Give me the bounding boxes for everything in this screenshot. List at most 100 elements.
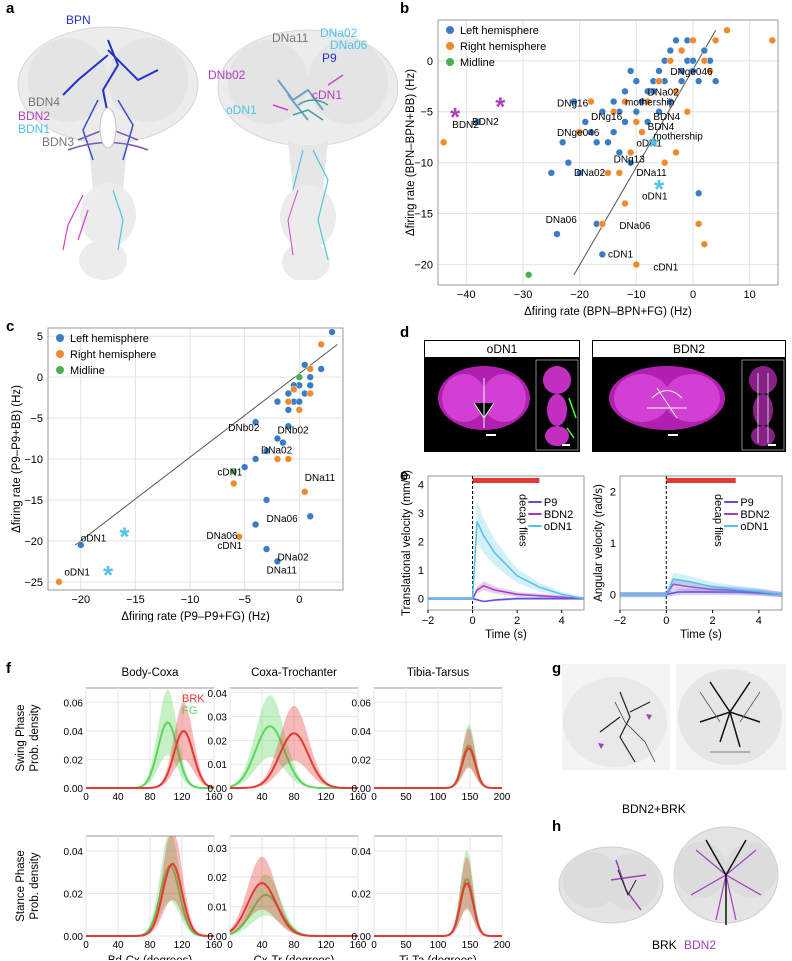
y-tick-label: 2	[418, 537, 424, 549]
x-tick-label: −2	[422, 615, 435, 627]
point-annotation: cDN1	[653, 263, 678, 274]
scatter-point	[672, 36, 680, 44]
panel-h-brk-label: BRK	[652, 938, 677, 952]
point-annotation: DNa02	[574, 168, 606, 179]
x-tick-label: 40	[112, 940, 124, 951]
x-axis-label: Time (s)	[680, 629, 722, 641]
row-label: Stance Phase	[15, 850, 27, 922]
density-line	[229, 882, 358, 937]
scatter-point	[632, 108, 640, 116]
plot-frame	[47, 327, 344, 591]
scatter-point	[672, 87, 680, 95]
scatter-point	[666, 46, 674, 55]
panel-letter-e: e	[400, 467, 409, 484]
point-annotation: cDN1	[608, 249, 633, 260]
scatter-point	[317, 340, 325, 348]
y-axis-label: Δfiring rate (P9–P9+BB) (Hz)	[11, 385, 23, 533]
legend-label: P9	[740, 497, 753, 509]
legend-label: Midline	[460, 57, 495, 69]
scatter-point	[621, 199, 629, 208]
x-tick-label: 0	[83, 940, 89, 951]
panel-letter-f: f	[6, 660, 11, 677]
y-tick-label: 0.00	[352, 932, 372, 943]
scatter-point	[581, 118, 589, 126]
point-annotation: BDN4	[653, 112, 680, 123]
plot-frame	[619, 475, 783, 611]
y-tick-label: 0.04	[352, 847, 372, 858]
x-tick-label: 120	[174, 792, 191, 803]
scatter-point	[666, 57, 674, 65]
point-annotation: DNa11	[305, 473, 336, 484]
density-band	[230, 705, 358, 788]
y-tick-label: 0.06	[64, 698, 84, 709]
label-bpn: BPN	[66, 13, 91, 27]
label-dna02: DNa02	[320, 26, 358, 40]
highlight-asterisk: *	[495, 92, 506, 122]
highlight-asterisk: *	[654, 174, 665, 204]
y-tick-label: 0.00	[64, 932, 84, 943]
x-tick-label: 160	[350, 940, 367, 951]
label-bdn3: BDN3	[42, 135, 75, 149]
scatter-point	[306, 381, 314, 389]
scatter-point	[525, 271, 533, 279]
scatter-point	[235, 533, 243, 541]
x-tick-label: 40	[256, 940, 268, 951]
density-band	[86, 702, 214, 788]
scatter-point	[615, 148, 623, 157]
legend-label: P9	[544, 497, 557, 509]
y-tick-label: 0.04	[64, 847, 84, 858]
point-annotation: BDN2	[472, 117, 499, 128]
panel-h-bdn2-label: BDN2	[684, 938, 717, 952]
y-tick-label: 0.04	[208, 689, 228, 700]
y-tick-label: 0.06	[352, 698, 372, 709]
x-tick-label: 50	[400, 792, 412, 803]
scatter-point	[230, 479, 238, 488]
point-annotation: mothership	[653, 131, 703, 142]
point-annotation: cDN1	[217, 467, 242, 478]
scatter-point	[689, 67, 697, 75]
scatter-point	[230, 467, 238, 475]
highlight-asterisk: *	[648, 131, 659, 161]
x-tick-label: −40	[457, 289, 476, 301]
y-tick-label: 4	[418, 480, 424, 492]
scatter-point	[262, 496, 271, 504]
row-label: Prob. density	[29, 852, 41, 919]
y-tick-label: 2	[610, 486, 616, 498]
odn1-confocal-image	[424, 358, 580, 452]
plot-frame	[427, 475, 585, 611]
trace-sem-band	[428, 581, 584, 601]
label-odn1: oDN1	[226, 103, 257, 117]
scatter-point	[587, 128, 595, 136]
x-axis-label: Δfiring rate (P9–P9+FG) (Hz)	[121, 611, 270, 622]
point-annotation: DNa06	[619, 221, 651, 232]
scatter-point	[649, 87, 657, 95]
point-annotation: oDN1	[64, 567, 90, 578]
highlight-asterisk: *	[119, 522, 130, 552]
point-annotation: DNb02	[228, 423, 260, 434]
scatter-point	[678, 77, 686, 85]
x-tick-label: 0	[371, 940, 377, 951]
legend-marker	[56, 366, 64, 374]
scatter-point	[55, 578, 63, 586]
column-title: Body-Coxa	[122, 667, 179, 679]
scatter-point	[700, 240, 708, 248]
left-brain-rendering	[17, 26, 199, 280]
density-line	[374, 882, 503, 937]
x-tick-label: 0	[470, 615, 476, 627]
scatter-point	[301, 488, 309, 496]
label-bdn1: BDN1	[18, 122, 51, 136]
scatter-point	[655, 67, 663, 75]
panel-h-image	[558, 826, 779, 925]
scatter-point	[306, 373, 314, 381]
point-annotation: mothership	[625, 98, 675, 109]
y-tick-label: −15	[24, 495, 43, 507]
y-tick-label: 0	[418, 594, 424, 606]
scatter-point	[678, 67, 686, 75]
y-axis-label: Translational velocity (mm/s)	[401, 470, 413, 616]
trace-line	[428, 584, 585, 600]
y-tick-label: −20	[414, 260, 433, 272]
scatter-point	[627, 148, 635, 157]
column-title: Coxa-Trochanter	[251, 667, 337, 679]
y-tick-label: −25	[24, 577, 43, 589]
y-tick-label: −10	[414, 158, 433, 170]
